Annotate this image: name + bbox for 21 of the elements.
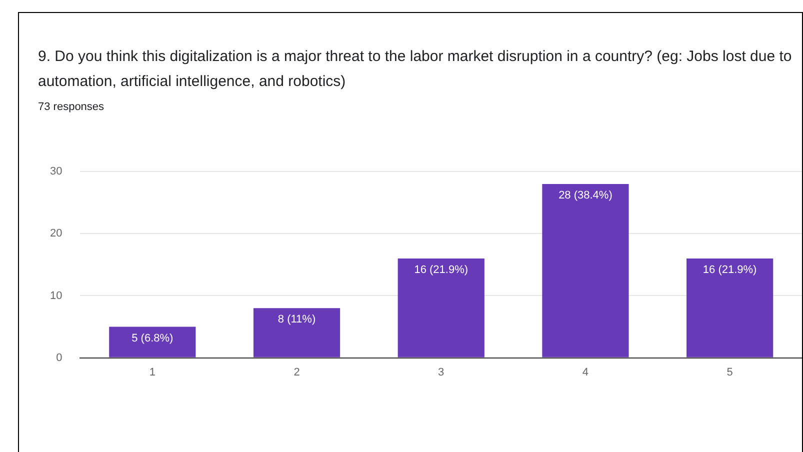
y-tick-label: 30 [50, 166, 62, 178]
bar [686, 258, 774, 358]
data-label: 8 (11%) [278, 314, 316, 326]
y-tick-label: 10 [50, 290, 62, 302]
bar [542, 184, 629, 358]
x-tick-label: 4 [582, 366, 589, 378]
data-label: 16 (21.9%) [702, 264, 757, 276]
chart-subtitle: 73 responses [38, 101, 104, 113]
y-tick-label: 0 [56, 352, 62, 364]
data-label: 28 (38.4%) [558, 190, 612, 202]
data-label: 5 (6.8%) [132, 332, 174, 344]
x-tick-label: 5 [726, 366, 733, 378]
chart-title: 9. Do you think this digitalization is a major threat to the labor market disruption in a country? (eg: Jobs lost due to automation, artificial intelligence, and robotics) [38, 47, 793, 92]
bar [253, 308, 340, 358]
x-tick-label: 2 [294, 366, 300, 378]
bar [109, 326, 196, 358]
x-tick-label: 3 [438, 366, 444, 378]
data-label: 16 (21.9%) [414, 264, 468, 276]
y-tick-label: 20 [50, 228, 62, 240]
x-tick-label: 1 [149, 366, 156, 378]
bar [398, 258, 484, 358]
